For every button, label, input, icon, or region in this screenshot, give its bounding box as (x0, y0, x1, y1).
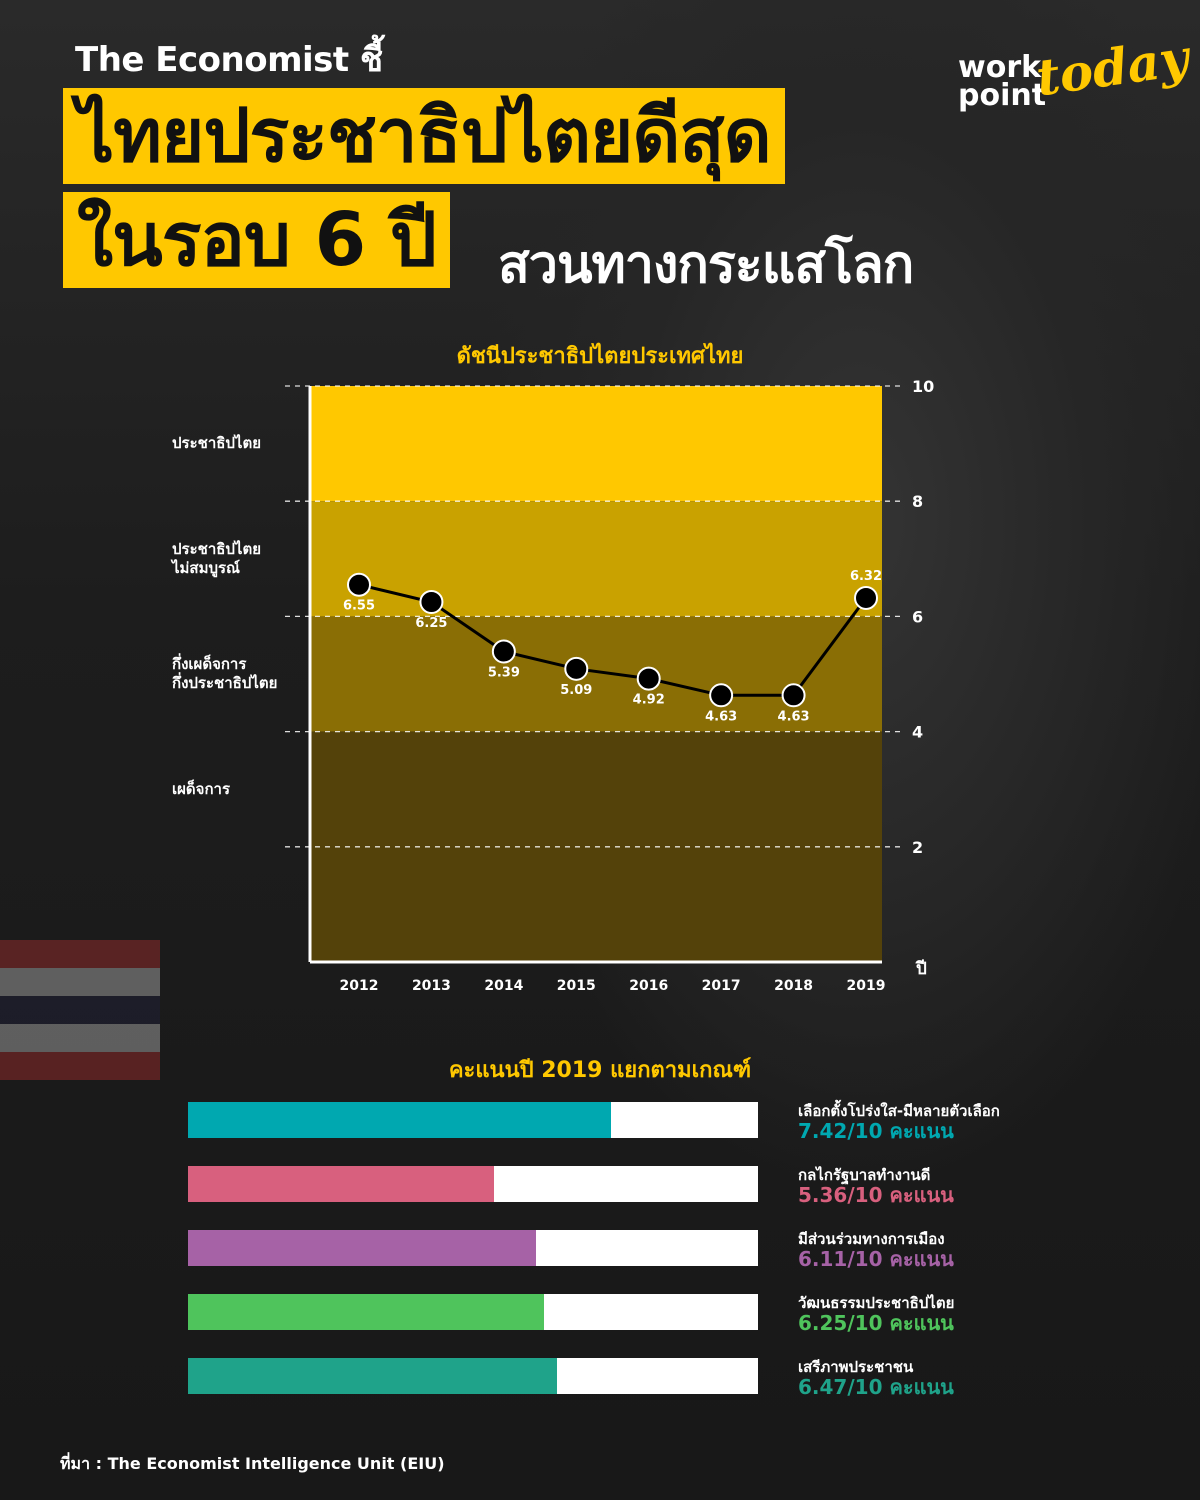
zone-band-2 (310, 616, 882, 732)
series-line (358, 583, 868, 697)
bar-category-label: มีส่วนร่วมทางการเมือง (798, 1230, 945, 1248)
data-label: 6.25 (415, 616, 447, 631)
background-flag (0, 940, 160, 1080)
x-tick-label: 2016 (629, 978, 668, 994)
bar-chart-title: คะแนนปี 2019 แยกตามเกณฑ์ (448, 1058, 752, 1083)
bar-track (188, 1358, 758, 1394)
bar-track (188, 1166, 758, 1202)
bar-score-label: 6.25/10 คะแนน (798, 1311, 954, 1335)
data-label: 6.32 (850, 569, 882, 584)
x-tick-label: 2015 (557, 978, 596, 994)
zone-label-0: ประชาธิปไตย (172, 434, 261, 453)
subheadline: สวนทางกระแสโลก (498, 235, 914, 295)
bar-category-label: เลือกตั้งโปร่งใส-มีหลายตัวเลือก (798, 1102, 1000, 1120)
headline-line-2: ในรอบ 6 ปี (63, 192, 450, 288)
zone-label-3: เผด็จการ (172, 779, 231, 798)
data-point (709, 683, 734, 708)
bar-score-label: 6.11/10 คะแนน (798, 1247, 954, 1271)
eyebrow-title: The Economist ชี้ (75, 40, 383, 80)
data-point (636, 666, 661, 691)
bar-track (188, 1230, 758, 1266)
bar-category-label: วัฒนธรรมประชาธิปไตย (798, 1294, 955, 1312)
data-point (564, 656, 589, 681)
y-tick-label: 2 (912, 838, 923, 857)
data-label: 5.39 (488, 666, 520, 681)
data-point (854, 585, 878, 610)
logo-word-point: point (958, 78, 1047, 113)
logo-word-work: work (958, 50, 1042, 85)
data-label: 4.63 (778, 709, 810, 724)
bar-track (188, 1294, 758, 1330)
bar-fill (188, 1230, 537, 1266)
data-label: 5.09 (560, 683, 592, 698)
x-axis-title: ปี (915, 958, 927, 979)
bar-score-label: 7.42/10 คะแนน (798, 1119, 954, 1143)
bar-score-label: 5.36/10 คะแนน (798, 1183, 954, 1207)
x-tick-label: 2013 (412, 978, 451, 994)
bar-fill (188, 1294, 545, 1330)
y-tick-label: 10 (912, 377, 934, 396)
bar-fill (188, 1358, 557, 1394)
bar-category-label: กลไกรัฐบาลทำงานดี (798, 1166, 931, 1184)
zone-band-1 (310, 501, 882, 617)
data-point (491, 639, 516, 664)
y-tick-label: 8 (912, 492, 923, 511)
bar-category-label: เสรีภาพประชาชน (798, 1358, 914, 1376)
x-tick-label: 2018 (774, 978, 813, 994)
y-tick-label: 4 (912, 723, 923, 742)
data-point (419, 590, 444, 614)
source-note: ที่มา : The Economist Intelligence Unit … (60, 1454, 445, 1473)
x-tick-label: 2019 (847, 978, 886, 994)
data-point (347, 572, 371, 597)
workpoint-today-logo: work point today (958, 28, 1192, 113)
line-chart-title: ดัชนีประชาธิปไตยประเทศไทย (456, 344, 744, 369)
x-tick-label: 2017 (702, 978, 741, 994)
zone-label-2: กึ่งเผด็จการ กึ่งประชาธิปไตย (172, 655, 278, 692)
data-point (781, 683, 806, 708)
line-chart: 2 4 6 8 10 ปี 6.55 2012 6.25 2013 5.39 2014 5.09 2015… (285, 377, 934, 994)
x-tick-label: 2014 (484, 978, 523, 994)
y-tick-label: 6 (912, 607, 923, 626)
data-label: 6.55 (343, 599, 375, 614)
data-label: 4.92 (633, 693, 665, 708)
x-tick-label: 2012 (340, 978, 379, 994)
headline-line-1: ไทยประชาธิปไตยดีสุด (63, 88, 785, 184)
bar-fill (188, 1166, 494, 1202)
zone-label-1: ประชาธิปไตย ไม่สมบูรณ์ (172, 539, 261, 577)
bar-track (188, 1102, 758, 1138)
data-label: 4.63 (705, 709, 737, 724)
zone-band-0 (310, 386, 882, 502)
bar-fill (188, 1102, 611, 1138)
bar-score-label: 6.47/10 คะแนน (798, 1375, 954, 1399)
